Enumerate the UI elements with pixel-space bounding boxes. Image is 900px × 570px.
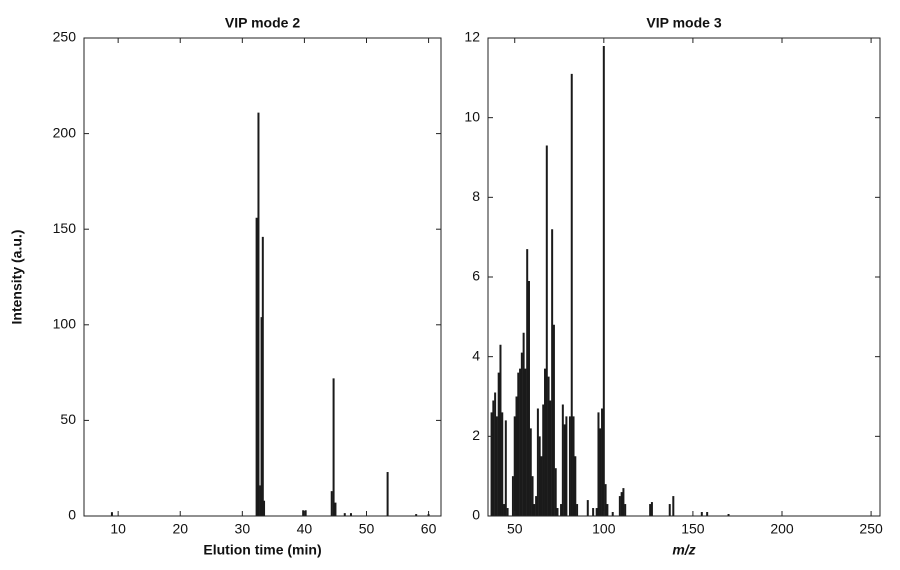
x-axis-label: m/z: [672, 542, 695, 558]
x-tick-label: 60: [421, 521, 437, 537]
chart-title: VIP mode 2: [225, 15, 300, 31]
y-tick-label: 4: [472, 347, 480, 363]
y-tick-label: 150: [53, 220, 77, 236]
y-tick-label: 0: [472, 507, 480, 523]
x-tick-label: 40: [297, 521, 313, 537]
y-tick-label: 50: [60, 411, 76, 427]
y-tick-label: 10: [464, 108, 480, 124]
y-tick-label: 2: [472, 427, 480, 443]
chart-title: VIP mode 3: [646, 15, 721, 31]
x-tick-label: 10: [110, 521, 126, 537]
y-tick-label: 100: [53, 316, 77, 332]
x-tick-label: 150: [681, 521, 705, 537]
x-tick-label: 30: [235, 521, 251, 537]
x-tick-label: 50: [507, 521, 523, 537]
y-tick-label: 8: [472, 188, 480, 204]
y-tick-label: 0: [68, 507, 76, 523]
x-tick-label: 20: [172, 521, 188, 537]
x-tick-label: 100: [592, 521, 616, 537]
y-tick-label: 250: [53, 29, 77, 45]
x-axis-label: Elution time (min): [203, 542, 321, 558]
plot-frame: [83, 37, 442, 517]
y-tick-label: 6: [472, 268, 480, 284]
x-tick-label: 50: [359, 521, 375, 537]
y-tick-label: 12: [464, 29, 480, 45]
y-tick-label: 200: [53, 124, 77, 140]
x-tick-label: 200: [770, 521, 794, 537]
x-tick-label: 250: [859, 521, 883, 537]
y-axis-label: Intensity (a.u.): [9, 230, 25, 325]
